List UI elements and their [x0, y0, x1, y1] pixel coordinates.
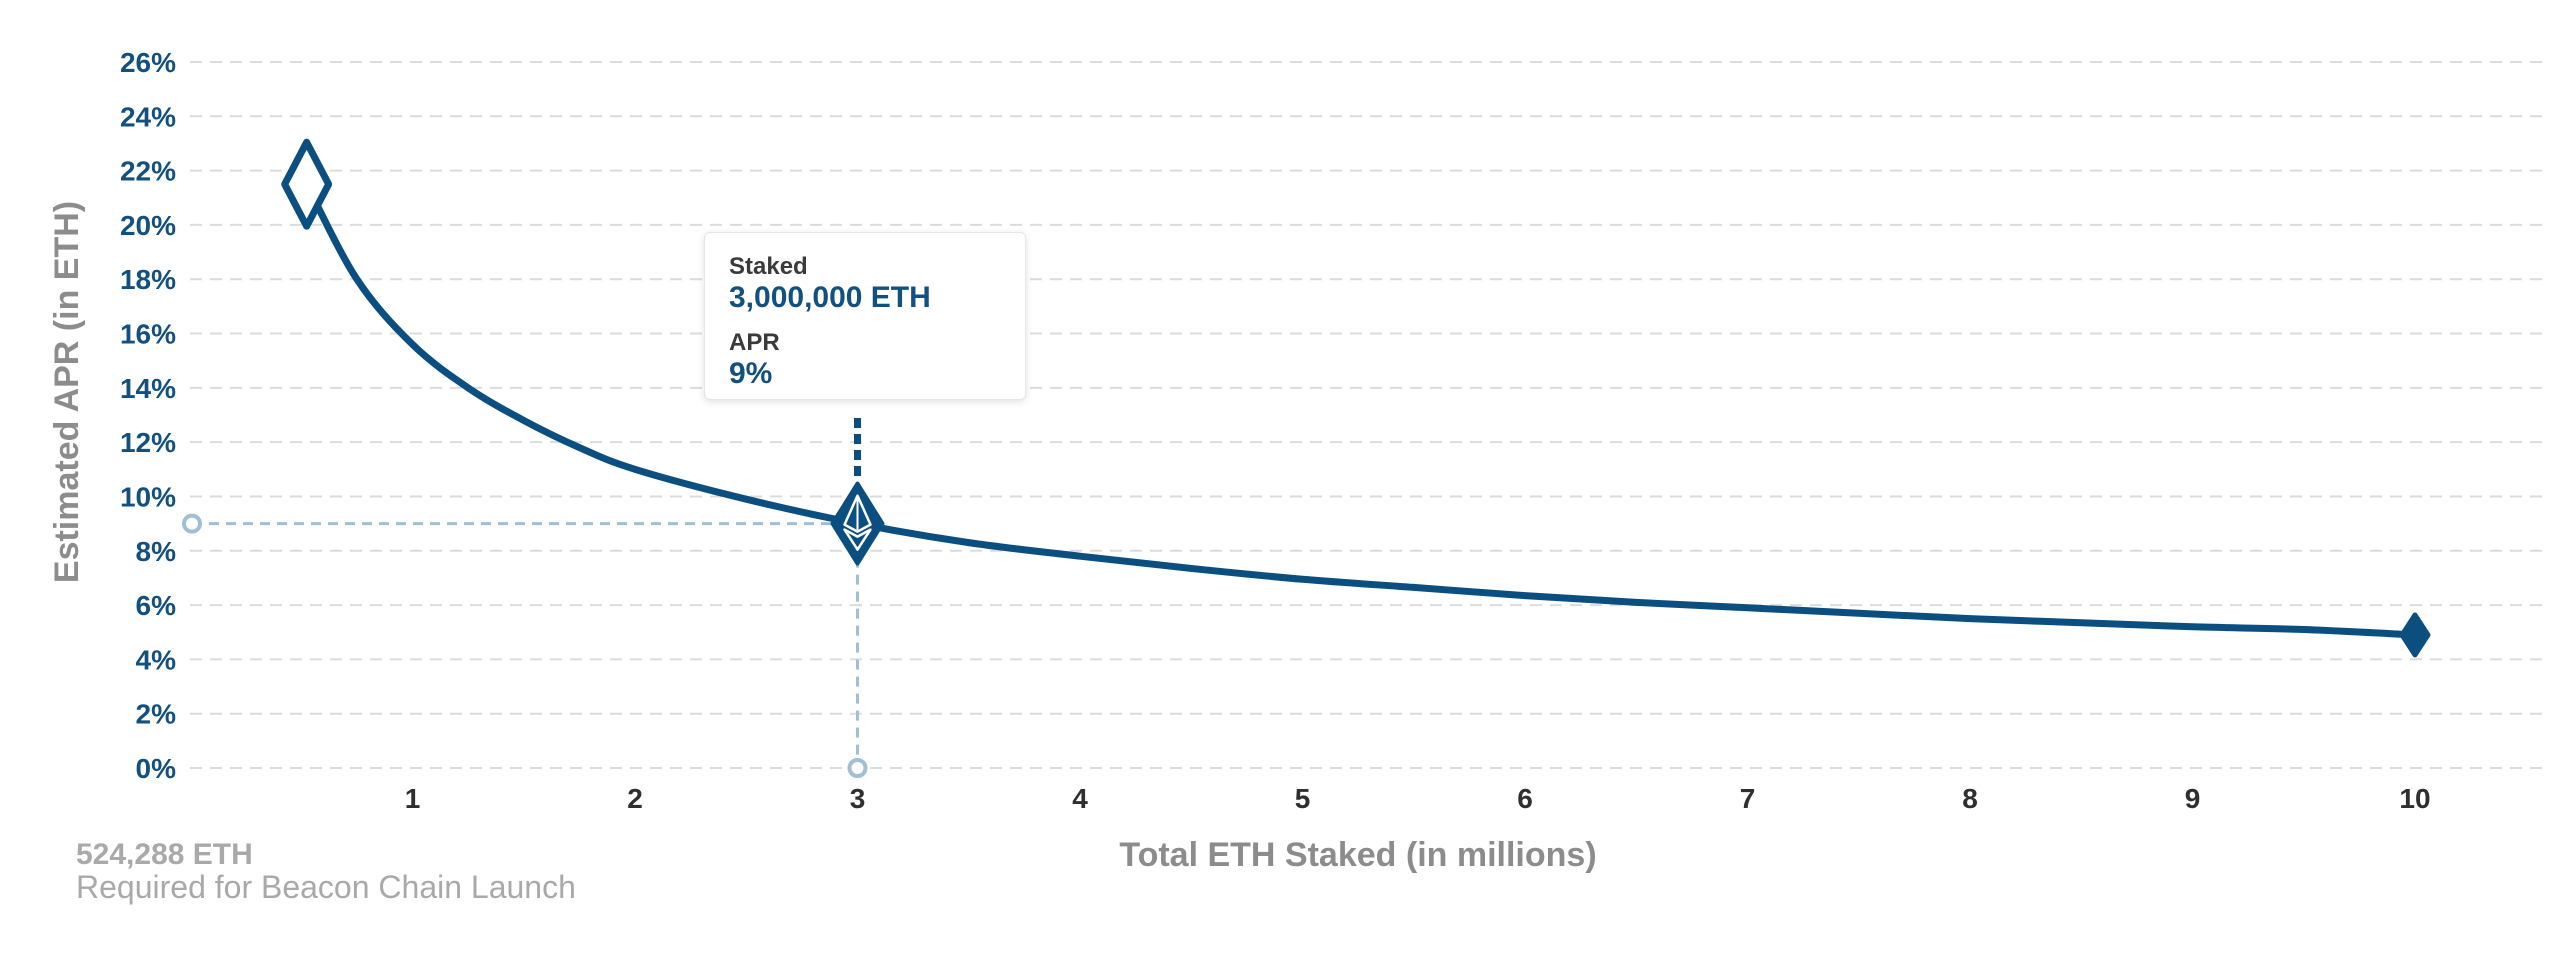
tooltip-staked-value: 3,000,000 ETH — [729, 281, 931, 314]
x-tick-label: 9 — [2185, 783, 2201, 814]
y-tick-label: 10% — [120, 481, 176, 512]
y-tick-label: 6% — [136, 590, 177, 621]
tooltip-apr-label: APR — [729, 329, 780, 356]
launch-note-amount: 524,288 ETH — [76, 838, 253, 871]
x-tick-label: 1 — [405, 783, 421, 814]
x-tick-label: 8 — [1962, 783, 1978, 814]
y-tick-label: 0% — [136, 753, 177, 784]
y-tick-label: 12% — [120, 427, 176, 458]
y-tick-label: 24% — [120, 101, 176, 132]
y-tick-label: 4% — [136, 644, 177, 675]
y-tick-label: 26% — [120, 47, 176, 78]
x-tick-label: 10 — [2399, 783, 2430, 814]
y-tick-label: 22% — [120, 156, 176, 187]
staked-guide-dot — [847, 758, 868, 778]
y-tick-label: 20% — [120, 210, 176, 241]
series-markers — [281, 138, 2431, 658]
apr-series-line — [303, 180, 2419, 639]
x-axis-title: Total ETH Staked (in millions) — [1119, 836, 1596, 874]
y-tick-label: 16% — [120, 319, 176, 350]
highlight-tooltip: Staked 3,000,000 ETH APR 9% — [704, 232, 1026, 400]
x-tick-label: 6 — [1517, 783, 1533, 814]
launch-note-caption: Required for Beacon Chain Launch — [76, 869, 576, 905]
grid-lines — [190, 61, 2550, 769]
start-point-marker — [281, 138, 333, 230]
x-tick-label: 4 — [1072, 783, 1088, 814]
end-point-marker — [2399, 612, 2431, 658]
y-tick-label: 2% — [136, 699, 177, 730]
y-axis-ticks: 0% 2% 4% 6% 8% 10% 12% 14% 16% 18% 20% 22% 24% 26% — [120, 47, 176, 784]
y-tick-label: 8% — [136, 536, 177, 567]
y-axis-title: Estimated APR (in ETH) — [48, 201, 86, 583]
highlight-guides — [182, 418, 868, 778]
y-tick-label: 14% — [120, 373, 176, 404]
x-tick-label: 7 — [1740, 783, 1756, 814]
eth-logo-lower-icon — [843, 528, 872, 551]
x-axis-ticks: 1 2 3 4 5 6 7 8 9 10 — [405, 783, 2431, 814]
x-tick-label: 2 — [627, 783, 643, 814]
tooltip-apr-value: 9% — [729, 357, 773, 390]
x-tick-label: 5 — [1295, 783, 1311, 814]
tooltip-staked-label: Staked — [729, 253, 808, 280]
x-tick-label: 3 — [850, 783, 866, 814]
y-tick-label: 18% — [120, 264, 176, 295]
apr-guide-dot — [182, 513, 202, 534]
